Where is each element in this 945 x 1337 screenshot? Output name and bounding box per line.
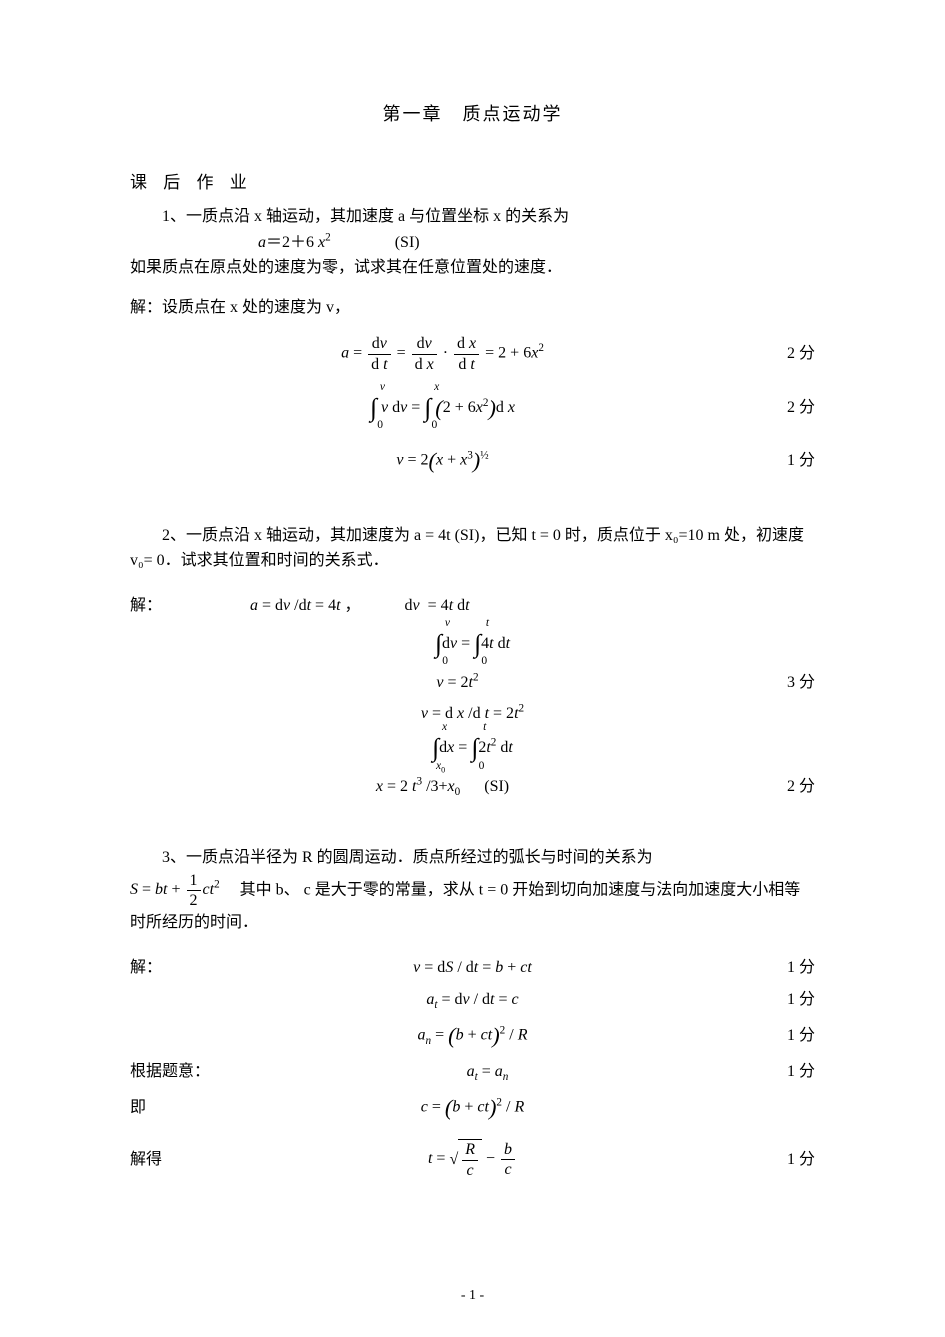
- p3-s4: 1 分: [755, 1059, 815, 1085]
- p3-solution-label: 解：: [130, 955, 190, 981]
- p1-formula-line: a＝2＋6 x2 (SI): [130, 230, 815, 256]
- p2-eq-v: v = 2t2 3 分: [130, 669, 815, 697]
- p1-eq1: a = dvd t = dvd x · d xd t = 2 + 6x2 2 分: [130, 334, 815, 373]
- p3-statement-1: 3、一质点沿半径为 R 的圆周运动．质点所经过的弧长与时间的关系为: [130, 845, 815, 871]
- p3-s5: 1 分: [755, 1147, 815, 1173]
- p3-statement-2: S = bt + 12ct2 其中 b、 c 是大于零的常量，求从 t = 0 …: [130, 871, 815, 936]
- problem-2: 2、一质点沿 x 轴运动，其加速度为 a = 4t (SI)，已知 t = 0 …: [130, 523, 815, 802]
- p1-statement-2: 如果质点在原点处的速度为零，试求其在任意位置处的速度．: [130, 255, 815, 281]
- p2-score-3: 3 分: [755, 670, 815, 696]
- p2-line1: 解： a = dv /dt = 4t ， dv = 4t dt: [130, 592, 815, 620]
- p2-eq-final: x = 2 t3 /3+x0 (SI) 2 分: [130, 773, 815, 801]
- section-label: 课 后 作 业: [130, 169, 815, 196]
- page-number: - 1 -: [0, 1285, 945, 1307]
- p2-final-unit: (SI): [484, 778, 509, 795]
- p3-eq2: at = dv / dt = c 1 分: [130, 986, 815, 1014]
- p3-tiyi: 根据题意：: [130, 1059, 220, 1085]
- p1-statement-1: 1、一质点沿 x 轴运动，其加速度 a 与位置坐标 x 的关系为: [130, 204, 815, 230]
- chapter-title: 第一章 质点运动学: [130, 100, 815, 129]
- p3-s1: 1 分: [755, 955, 815, 981]
- p3-eq5: 即 c = (b + ct)2 / R: [130, 1090, 815, 1126]
- p1-solution-label: 解：设质点在 x 处的速度为 v，: [130, 295, 815, 321]
- p3-ji: 即: [130, 1095, 190, 1121]
- p3-s3: 1 分: [755, 1023, 815, 1049]
- p2-eq-int2: ∫xx0dx = ∫t02t2 dt: [130, 728, 815, 769]
- p1-eq2: ∫v0 v dv = ∫x0 (2 + 6x2)d x 2 分: [130, 388, 815, 429]
- p2-eq-vdx: v = d x /d t = 2t2: [130, 701, 815, 727]
- p1-eq1-score: 2 分: [755, 341, 815, 367]
- p3-s2: 1 分: [755, 987, 815, 1013]
- p3-jiede: 解得: [130, 1147, 190, 1173]
- p2-statement: 2、一质点沿 x 轴运动，其加速度为 a = 4t (SI)，已知 t = 0 …: [130, 523, 815, 574]
- p1-given-formula: a＝2＋6 x2: [258, 234, 331, 251]
- problem-3: 3、一质点沿半径为 R 的圆周运动．质点所经过的弧长与时间的关系为 S = bt…: [130, 845, 815, 1180]
- p1-eq3: v = 2(x + x3)½ 1 分: [130, 443, 815, 479]
- p3-eq1: 解： v = dS / dt = b + ct 1 分: [130, 954, 815, 982]
- p3-statement-2b: 其中 b、 c 是大于零的常量，求从 t = 0 开始到切向加速度与法向加速度大…: [130, 881, 800, 931]
- problem-1: 1、一质点沿 x 轴运动，其加速度 a 与位置坐标 x 的关系为 a＝2＋6 x…: [130, 204, 815, 479]
- p3-eq6: 解得 t = √Rc − bc 1 分: [130, 1139, 815, 1179]
- p1-eq3-score: 1 分: [755, 448, 815, 474]
- p1-eq2-score: 2 分: [755, 395, 815, 421]
- p2-eq-int1: ∫v0dv = ∫t04t dt: [130, 624, 815, 665]
- p3-eq3: an = (b + ct)2 / R 1 分: [130, 1018, 815, 1054]
- p2-solution-label: 解：: [130, 593, 190, 619]
- p3-eq4: 根据题意： at = an 1 分: [130, 1058, 815, 1086]
- p1-unit: (SI): [395, 234, 420, 251]
- p2-final-score: 2 分: [755, 774, 815, 800]
